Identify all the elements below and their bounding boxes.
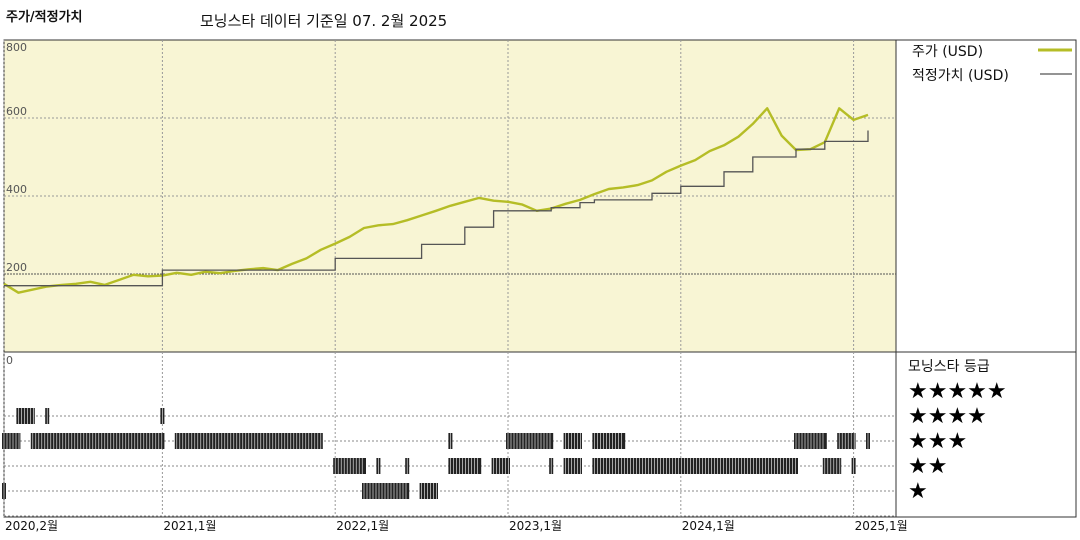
rating-segment [419,483,438,499]
legend-fair-label: 적정가치 (USD) [912,68,1009,84]
fair-value-series-line [4,130,869,287]
x-tick-label: 2021,1월 [163,519,216,533]
rating-segment-bar [491,458,510,474]
legend-price-label: 주가 (USD) [912,44,983,60]
y-tick-label: 600 [6,105,27,118]
y-tick-label: 800 [6,41,27,54]
rating-3-stars: ★★★ [908,429,967,454]
rating-segment [851,458,856,474]
series-lines [3,107,869,294]
rating-segment-bar [563,458,582,474]
rating-segment [794,433,827,449]
x-tick-label: 2023,1월 [509,519,562,533]
rating-bands [2,408,870,499]
rating-segment-bar [822,458,842,474]
rating-segment [30,433,165,449]
rating-segment-bar [16,408,35,424]
x-tick-label: 2024,1월 [682,519,735,533]
rating-segment [506,433,554,449]
rating-segment [174,433,323,449]
x-tick-label: 2022,1월 [336,519,389,533]
rating-segment [822,458,842,474]
chart-title: 주가/적정가치 [6,10,83,25]
legend: 주가 (USD) 적정가치 (USD) 모닝스타 등급 ★★★★★ ★★★★ ★… [908,44,1072,504]
rating-segment-bar [2,433,21,449]
rating-segment [448,458,482,474]
rating-legend-title: 모닝스타 등급 [908,359,990,375]
rating-segment-bar [419,483,438,499]
x-axis-ticks: 2020,2월 2021,1월 2022,1월 2023,1월 2024,1월 2025,… [5,519,908,533]
data-date-subtitle: 모닝스타 데이터 기준일 07. 2월 2025 [200,12,448,30]
rating-segment [491,458,510,474]
rating-segment [2,433,21,449]
rating-segment [160,408,165,424]
rating-5-stars: ★★★★★ [908,379,1007,404]
rating-segment [448,433,453,449]
rating-2-stars: ★★ [908,454,947,479]
y-tick-label: 400 [6,183,27,196]
rating-segment [563,458,582,474]
rating-segment [405,458,410,474]
rating-segment-bar [506,433,554,449]
rating-segment-bar [592,458,798,474]
rating-segment [376,458,381,474]
rating-segment [16,408,35,424]
rating-segment-bar [362,483,410,499]
rating-4-stars: ★★★★ [908,404,987,429]
rating-segment-bar [563,433,582,449]
y-tick-label: 200 [6,261,27,274]
rating-segment [866,433,870,449]
rating-segment [563,433,582,449]
y-axis-ticks: 800 600 400 200 0 [6,41,27,367]
x-tick-label: 2025,1월 [855,519,908,533]
y-tick-label-zero: 0 [6,354,13,367]
rating-segment [45,408,50,424]
rating-segment [549,458,554,474]
x-tick-label: 2020,2월 [5,519,58,533]
rating-segment-bar [837,433,856,449]
rating-segment [362,483,410,499]
rating-segment-bar [30,433,165,449]
outer-border [3,39,1077,518]
rating-segment [333,458,366,474]
rating-segment [2,483,6,499]
rating-segment [592,433,626,449]
rating-segment [837,433,856,449]
price-series-line [3,107,869,294]
rating-1-stars: ★ [908,479,928,504]
rating-segment [592,458,798,474]
